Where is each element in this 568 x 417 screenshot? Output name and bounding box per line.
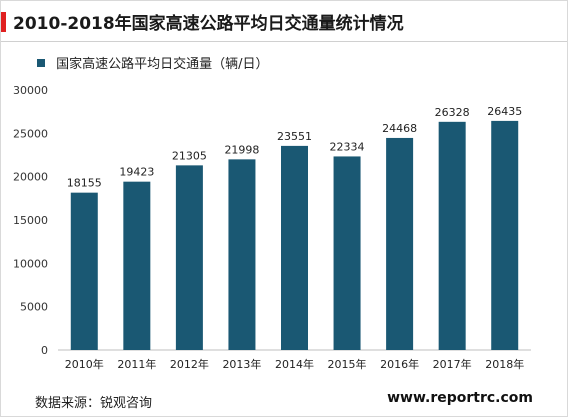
x-tick-label: 2015年 — [328, 357, 367, 371]
y-tick-label: 10000 — [13, 257, 48, 270]
data-label: 23551 — [277, 130, 312, 143]
x-tick-label: 2018年 — [485, 357, 524, 371]
x-tick-label: 2011年 — [117, 357, 156, 371]
y-tick-label: 5000 — [20, 301, 48, 314]
data-label: 18155 — [67, 177, 102, 190]
data-label: 21998 — [224, 143, 259, 156]
data-label: 24468 — [382, 122, 417, 135]
data-label: 19423 — [119, 166, 154, 179]
data-label: 26435 — [487, 105, 522, 118]
title-accent-bar — [1, 12, 6, 32]
y-tick-label: 30000 — [13, 84, 48, 97]
chart-title: 2010-2018年国家高速公路平均日交通量统计情况 — [13, 14, 404, 34]
bar — [333, 156, 361, 350]
x-tick-label: 2016年 — [380, 357, 419, 371]
chart-legend: 国家高速公路平均日交通量（辆/日） — [37, 52, 268, 72]
legend-swatch — [37, 58, 45, 67]
bar — [281, 145, 308, 350]
x-tick-label: 2014年 — [275, 357, 314, 371]
y-tick-label: 15000 — [13, 214, 48, 227]
bar — [386, 137, 414, 350]
legend-label: 国家高速公路平均日交通量（辆/日） — [56, 57, 269, 72]
x-tick-label: 2017年 — [433, 357, 472, 371]
x-tick-label: 2013年 — [222, 357, 261, 371]
data-source: 数据来源：锐观咨询 — [35, 396, 153, 411]
bar — [123, 181, 151, 350]
bar — [438, 121, 466, 350]
website-url: www.reportrc.com — [387, 390, 533, 406]
bar — [175, 165, 203, 350]
title-divider — [1, 41, 567, 42]
x-tick-label: 2012年 — [170, 357, 209, 371]
x-tick-label: 2010年 — [65, 357, 104, 371]
data-label: 22334 — [330, 140, 365, 153]
bar — [228, 159, 256, 350]
data-label: 26328 — [435, 106, 470, 119]
data-label: 21305 — [172, 149, 207, 162]
title-area: 2010-2018年国家高速公路平均日交通量统计情况 — [1, 1, 567, 37]
bar — [491, 120, 519, 350]
y-tick-label: 20000 — [13, 171, 48, 184]
y-tick-label: 25000 — [13, 127, 48, 140]
y-tick-label: 0 — [41, 344, 48, 357]
bar — [70, 192, 98, 350]
